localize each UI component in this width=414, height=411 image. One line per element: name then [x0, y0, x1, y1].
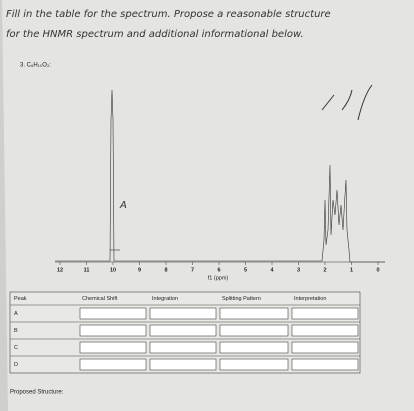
- table-cell: [291, 341, 359, 354]
- column-header: Chemical Shift: [82, 296, 118, 302]
- instruction-line: Fill in the table for the spectrum. Prop…: [6, 9, 331, 20]
- column-header: Interpretation: [294, 296, 326, 302]
- spectrum-trace: [55, 89, 385, 263]
- row-label: C: [14, 345, 18, 351]
- peak-annotation: A: [119, 200, 127, 211]
- question: 3. C₆H₁₀O₂:: [20, 63, 51, 69]
- tick-label: 3: [297, 267, 300, 273]
- instruction-line: for the HNMR spectrum and additional inf…: [6, 29, 304, 40]
- table-cell: [79, 341, 147, 354]
- table-cell: [149, 324, 217, 337]
- tick-label: 1: [350, 267, 353, 273]
- tick-label: 0: [376, 267, 379, 273]
- tick-label: 10: [110, 267, 116, 273]
- table-cell: [291, 324, 359, 337]
- table-cell: [149, 358, 217, 371]
- tick-label: 4: [270, 267, 274, 273]
- tick-label: 8: [164, 267, 167, 273]
- tick-label: 5: [244, 267, 247, 273]
- integration-curves: [321, 84, 373, 121]
- table-cell: [219, 307, 289, 320]
- column-header: Splitting Pattern: [222, 296, 261, 302]
- tick-label: 12: [57, 267, 63, 273]
- row-label: D: [14, 362, 18, 368]
- tick-label: 9: [138, 267, 141, 273]
- spectrum: [55, 84, 385, 263]
- table-cell: [149, 307, 217, 320]
- column-header: Integration: [152, 296, 178, 302]
- tick-label: 2: [323, 267, 326, 273]
- table-cell: [79, 358, 147, 371]
- footer-label: Proposed Structure:: [10, 390, 64, 396]
- table-cell: [291, 358, 359, 371]
- table-cell: [219, 324, 289, 337]
- table-cell: [219, 358, 289, 371]
- tick-label: 6: [217, 267, 220, 273]
- tick-label: 11: [84, 267, 90, 273]
- column-header: Peak: [14, 296, 27, 302]
- x-axis-label: f1 (ppm): [208, 275, 229, 281]
- table-cell: [79, 324, 147, 337]
- table-cell: [79, 307, 147, 320]
- table-cell: [219, 341, 289, 354]
- row-label: A: [14, 311, 18, 317]
- table-cell: [149, 341, 217, 354]
- tick-label: 7: [191, 267, 194, 273]
- row-label: B: [14, 328, 18, 334]
- table-cell: [291, 307, 359, 320]
